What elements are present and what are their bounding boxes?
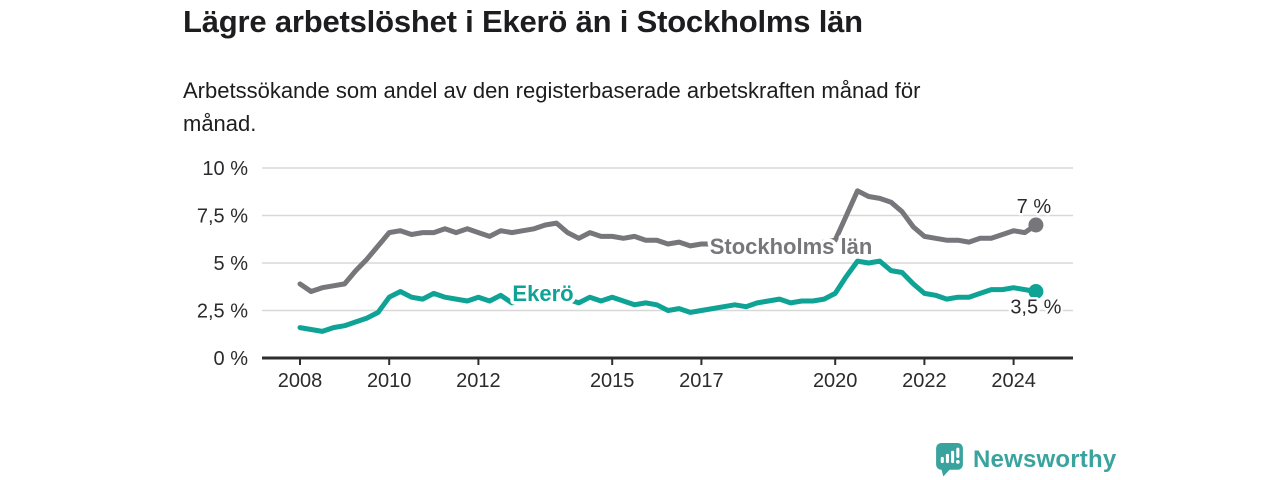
end-dot-stockholm	[1028, 217, 1044, 233]
x-tick-label: 2022	[902, 370, 947, 392]
series-label-ekero: Ekerö	[512, 281, 573, 306]
x-tick-label: 2008	[278, 370, 323, 392]
end-value-label-ekero: 3,5 %	[1010, 297, 1061, 319]
newsworthy-logo: Newsworthy	[936, 443, 1116, 477]
series-line-stockholm	[297, 188, 1039, 294]
y-tick-label: 7,5 %	[197, 206, 248, 228]
x-tick-label: 2024	[991, 370, 1036, 392]
x-tick-label: 2017	[679, 370, 724, 392]
y-tick-label: 10 %	[202, 158, 248, 180]
end-value-label-stockholm: 7 %	[1017, 196, 1052, 218]
series-line-ekero	[297, 258, 1039, 334]
x-tick-label: 2010	[367, 370, 412, 392]
x-tick-label: 2020	[813, 370, 858, 392]
newsworthy-bubble-chart-icon	[936, 443, 963, 477]
y-tick-label: 0 %	[214, 348, 249, 370]
end-dot-ekero	[1028, 284, 1044, 299]
series-label-stockholm: Stockholms län	[710, 234, 873, 259]
y-tick-label: 2,5 %	[197, 301, 248, 323]
newsworthy-logo-text: Newsworthy	[973, 446, 1117, 473]
y-tick-label: 5 %	[214, 253, 249, 275]
x-tick-label: 2012	[456, 370, 501, 392]
chart-subtitle: Arbetssökande som andel av den registerb…	[183, 78, 921, 136]
chart-title: Lägre arbetslöshet i Ekerö än i Stockhol…	[183, 4, 863, 39]
x-tick-label: 2015	[590, 370, 635, 392]
